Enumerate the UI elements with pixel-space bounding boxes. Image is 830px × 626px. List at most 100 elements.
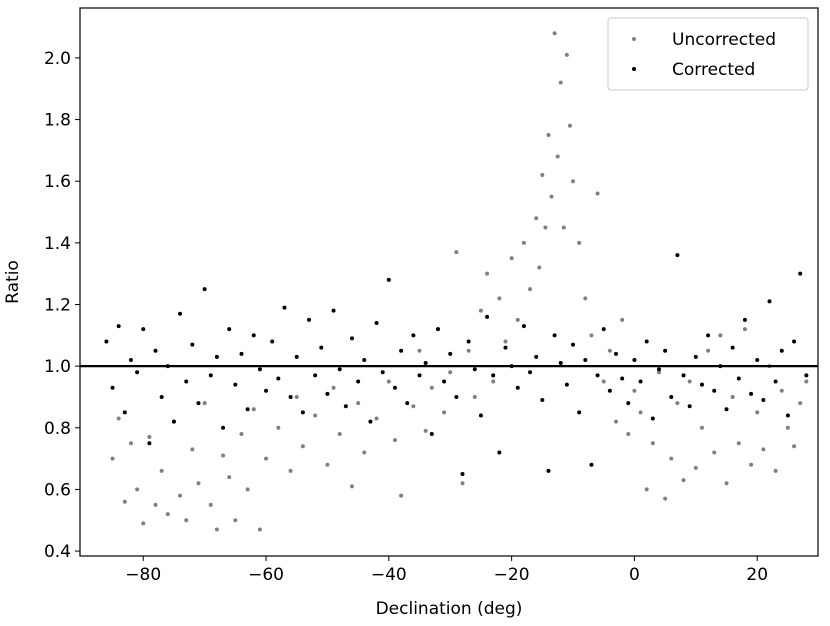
x-tick-label: 20 bbox=[746, 565, 768, 585]
data-point bbox=[221, 425, 226, 430]
data-point bbox=[245, 407, 250, 412]
data-point bbox=[257, 527, 262, 532]
data-point bbox=[331, 385, 336, 390]
data-point bbox=[779, 348, 784, 353]
data-point bbox=[276, 425, 281, 430]
data-point bbox=[190, 447, 195, 452]
data-point bbox=[454, 250, 459, 255]
data-point bbox=[755, 357, 760, 362]
data-point bbox=[614, 351, 619, 356]
data-point bbox=[221, 453, 226, 458]
data-point bbox=[515, 317, 520, 322]
data-point bbox=[736, 441, 741, 446]
data-point bbox=[356, 379, 361, 384]
data-point bbox=[411, 404, 416, 409]
data-point bbox=[798, 401, 803, 406]
y-tick-label: 2.0 bbox=[44, 49, 71, 69]
data-point bbox=[380, 370, 385, 375]
data-point bbox=[730, 394, 735, 399]
data-point bbox=[208, 373, 213, 378]
data-point bbox=[601, 379, 606, 384]
y-axis-label: Ratio bbox=[3, 260, 23, 304]
data-point bbox=[448, 351, 453, 356]
data-point bbox=[626, 431, 631, 436]
data-point bbox=[233, 518, 238, 523]
data-point bbox=[503, 339, 508, 344]
data-point bbox=[362, 450, 367, 455]
data-point bbox=[712, 388, 717, 393]
data-point bbox=[399, 493, 404, 498]
data-point bbox=[675, 253, 680, 258]
data-point bbox=[546, 132, 551, 137]
data-point bbox=[521, 240, 526, 245]
data-point bbox=[555, 154, 560, 159]
data-point bbox=[122, 499, 127, 504]
data-point bbox=[227, 475, 232, 480]
data-point bbox=[706, 333, 711, 338]
data-point bbox=[540, 173, 545, 178]
data-point bbox=[300, 410, 305, 415]
data-point bbox=[282, 305, 287, 310]
data-point bbox=[558, 80, 563, 85]
data-point bbox=[699, 382, 704, 387]
data-point bbox=[749, 462, 754, 467]
data-point bbox=[521, 324, 526, 329]
data-point bbox=[257, 367, 262, 372]
data-point bbox=[429, 431, 434, 436]
data-point bbox=[165, 512, 170, 517]
data-point bbox=[454, 394, 459, 399]
data-point bbox=[712, 450, 717, 455]
data-point bbox=[239, 431, 244, 436]
data-point bbox=[190, 342, 195, 347]
data-point bbox=[534, 216, 539, 221]
data-point bbox=[313, 413, 318, 418]
data-point bbox=[724, 407, 729, 412]
data-point bbox=[368, 419, 373, 424]
data-point bbox=[595, 373, 600, 378]
data-point bbox=[442, 379, 447, 384]
x-tick-label: 0 bbox=[629, 565, 640, 585]
data-point bbox=[638, 379, 643, 384]
data-point bbox=[153, 502, 158, 507]
data-point bbox=[141, 521, 146, 526]
data-point bbox=[128, 441, 133, 446]
data-point bbox=[116, 324, 121, 329]
legend-marker bbox=[632, 67, 636, 71]
x-tick-label: −40 bbox=[371, 565, 407, 585]
data-point bbox=[736, 376, 741, 381]
y-tick-label: 1.6 bbox=[44, 172, 71, 192]
data-point bbox=[325, 391, 330, 396]
data-point bbox=[755, 410, 760, 415]
y-tick-label: 0.4 bbox=[44, 542, 71, 562]
data-point bbox=[528, 287, 533, 292]
data-point bbox=[567, 123, 572, 128]
x-tick-label: −60 bbox=[248, 565, 284, 585]
data-point bbox=[141, 327, 146, 332]
data-point bbox=[159, 394, 164, 399]
data-point bbox=[620, 317, 625, 322]
data-point bbox=[650, 441, 655, 446]
data-point bbox=[288, 468, 293, 473]
data-point bbox=[128, 357, 133, 362]
data-point bbox=[478, 413, 483, 418]
data-point bbox=[687, 404, 692, 409]
data-point bbox=[687, 379, 692, 384]
plot-area bbox=[80, 31, 818, 532]
data-point bbox=[773, 468, 778, 473]
data-point bbox=[595, 191, 600, 196]
y-tick-label: 1.8 bbox=[44, 111, 71, 131]
data-point bbox=[202, 401, 207, 406]
data-point bbox=[730, 345, 735, 350]
data-point bbox=[546, 468, 551, 473]
data-point bbox=[116, 416, 121, 421]
data-point bbox=[515, 385, 520, 390]
data-point bbox=[270, 339, 275, 344]
data-point bbox=[171, 419, 176, 424]
data-point bbox=[534, 354, 539, 359]
y-tick-label: 1.4 bbox=[44, 234, 71, 254]
data-point bbox=[153, 348, 158, 353]
data-point bbox=[251, 407, 256, 412]
data-point bbox=[509, 256, 514, 261]
data-point bbox=[411, 333, 416, 338]
